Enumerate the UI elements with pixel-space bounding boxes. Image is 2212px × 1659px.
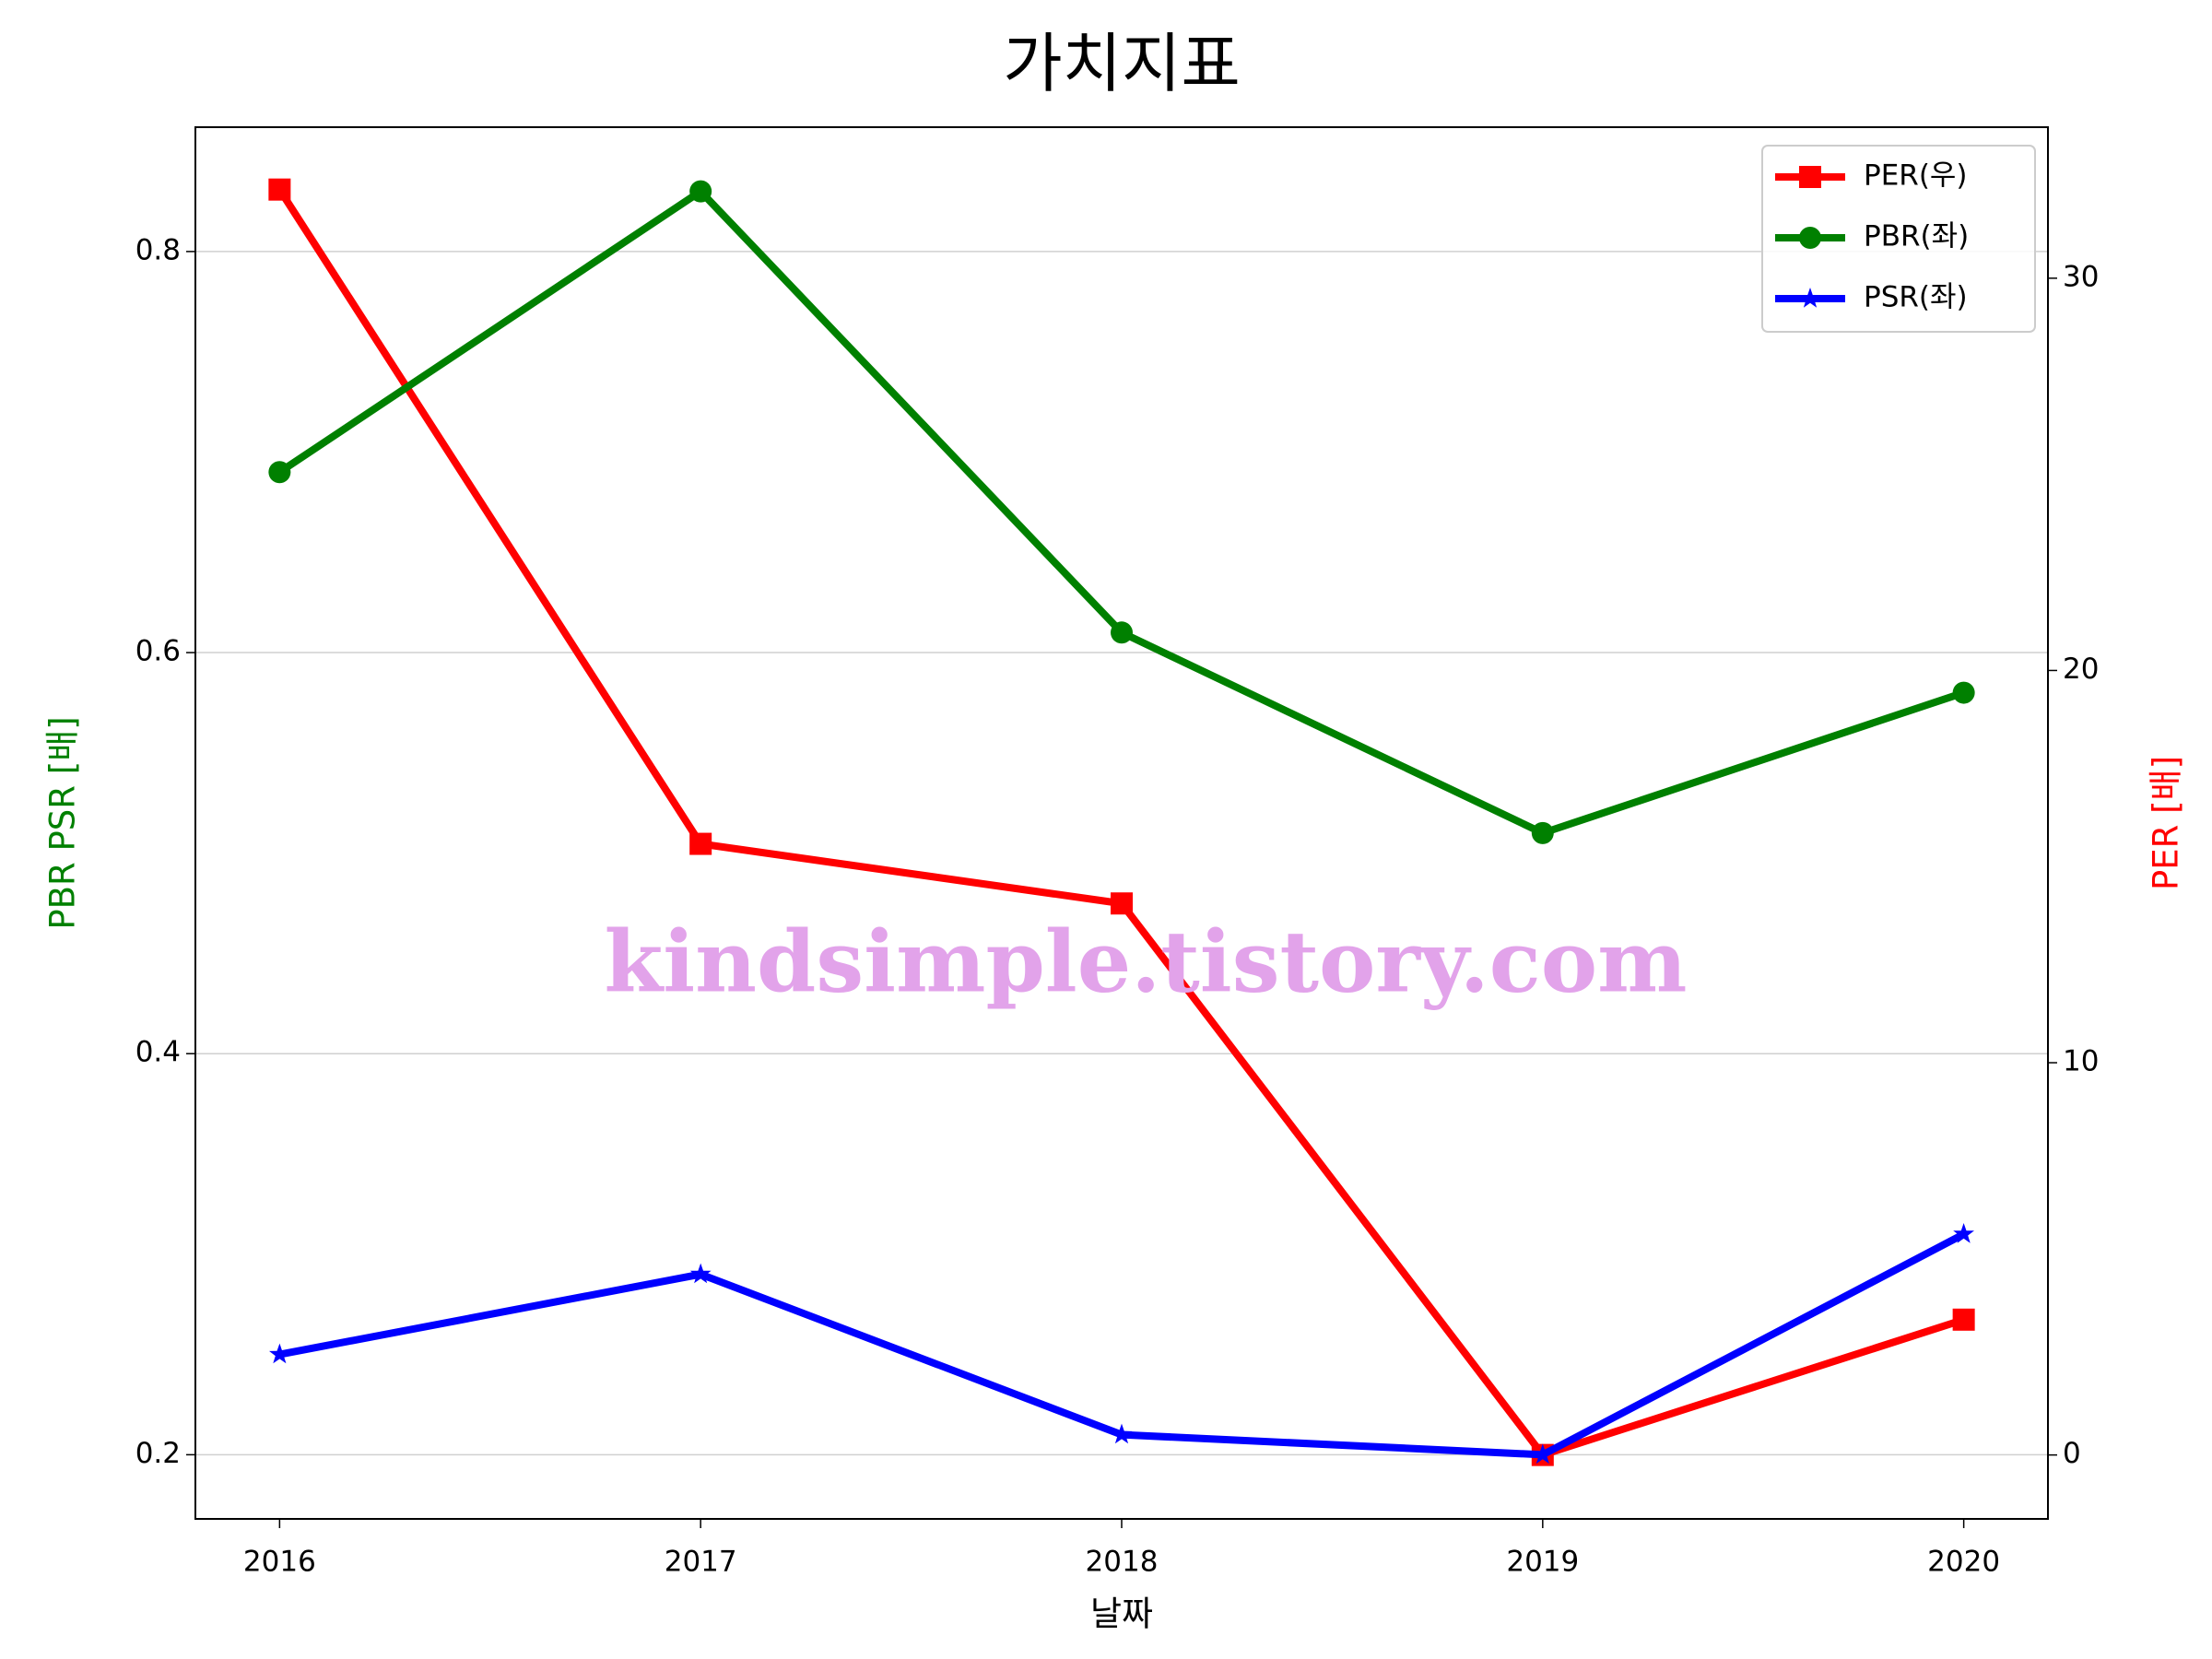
y-tick-label: 0.8 — [135, 233, 181, 266]
y-tick-label: 0.2 — [135, 1437, 181, 1470]
legend-label: PBR(좌) — [1864, 220, 1969, 253]
x-tick-label: 2020 — [1927, 1546, 2000, 1579]
x-tick-label: 2016 — [243, 1546, 316, 1579]
legend-label: PER(우) — [1864, 159, 1968, 193]
y-tick-label: 0.6 — [135, 635, 181, 668]
legend-label: PSR(좌) — [1864, 281, 1968, 314]
x-tick-label: 2018 — [1086, 1546, 1159, 1579]
watermark: kindsimple.tistory.com — [604, 912, 1687, 1012]
y2-tick-label: 20 — [2063, 653, 2099, 686]
data-point — [1952, 681, 1975, 704]
series-line — [278, 1230, 1966, 1459]
y-tick-label: 0.4 — [135, 1036, 181, 1069]
y2-axis-label: PER [배] — [2147, 756, 2186, 890]
y2-tick-label: 30 — [2063, 260, 2099, 293]
data-point — [1952, 1308, 1975, 1331]
legend-marker — [1799, 227, 1821, 249]
data-point — [269, 1343, 290, 1364]
legend-box — [1761, 145, 2036, 333]
x-axis-label: 날짜 — [1090, 1594, 1153, 1634]
plot-frame — [194, 126, 2049, 1520]
series-line — [276, 187, 1965, 1459]
data-point — [1532, 1443, 1554, 1465]
data-point — [689, 1263, 712, 1284]
y-axis-label: PBR PSR [배] — [43, 716, 83, 929]
data-point — [689, 832, 712, 855]
data-point — [1111, 1423, 1133, 1444]
data-point — [1111, 621, 1133, 644]
chart-title: 가치지표 — [1003, 26, 1241, 101]
data-point — [689, 180, 712, 203]
legend-marker — [1799, 288, 1821, 308]
x-tick-label: 2017 — [665, 1546, 737, 1579]
data-point — [268, 178, 291, 201]
legend-marker — [1799, 166, 1821, 188]
data-point — [1531, 821, 1554, 844]
y2-tick-label: 10 — [2063, 1045, 2099, 1078]
series-line — [277, 187, 1965, 837]
data-point — [1111, 892, 1133, 915]
x-tick-label: 2019 — [1506, 1546, 1579, 1579]
y2-tick-label: 0 — [2063, 1437, 2081, 1470]
data-point — [268, 461, 291, 484]
data-point — [1953, 1223, 1974, 1243]
